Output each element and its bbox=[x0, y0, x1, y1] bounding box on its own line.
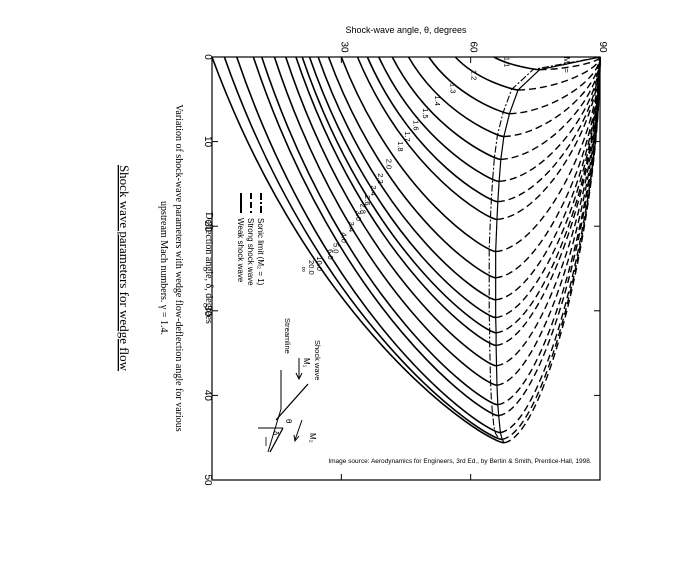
mach-label-1.7: 1.7 bbox=[403, 131, 412, 141]
inset-shock-line bbox=[275, 383, 309, 421]
weak-shock-curve-M1.7 bbox=[366, 56, 498, 203]
mach-label-2.8: 2.8 bbox=[358, 203, 367, 213]
strong-shock-curve-M20.0 bbox=[502, 56, 601, 441]
mach-label-1.2: 1.2 bbox=[469, 70, 478, 80]
strong-shock-curve-M2.8 bbox=[496, 56, 601, 334]
legend-label-weak: Weak shock wave bbox=[236, 218, 245, 283]
mach-label-1.8: 1.8 bbox=[396, 141, 405, 151]
max-deflection-locus bbox=[495, 56, 601, 444]
weak-shock-curve-M4.0 bbox=[273, 56, 498, 387]
mach-label-2.4: 2.4 bbox=[369, 185, 378, 195]
mach-label-2.0: 2.0 bbox=[385, 159, 394, 169]
mach-label-4.0: 4.0 bbox=[340, 232, 349, 242]
mach-label-2.6: 2.6 bbox=[363, 195, 372, 205]
x-tick-label-3: 30 bbox=[202, 305, 213, 317]
mach-label-2.2: 2.2 bbox=[376, 173, 385, 183]
legend-label-strong: Strong shock wave bbox=[246, 218, 255, 286]
x-axis-title: Deflection angle, δ, degrees bbox=[203, 212, 214, 324]
figure-caption-line1: Variation of shock-wave parameters with … bbox=[173, 104, 184, 431]
weak-shock-curve-M2.2 bbox=[327, 56, 496, 279]
weak-shock-curve-M2.6 bbox=[308, 56, 496, 319]
y-tick-label-1: 30 bbox=[338, 41, 349, 53]
x-tick-label-0: 0 bbox=[202, 54, 213, 60]
weak-shock-curve-M3.4 bbox=[284, 56, 497, 367]
weak-shock-curve-M20.0 bbox=[223, 56, 503, 441]
inset-label-m2: M₂ bbox=[308, 433, 317, 443]
plot-frame bbox=[211, 56, 601, 481]
mach-label-3.0: 3.0 bbox=[354, 210, 363, 220]
strong-shock-curve-M1.1 bbox=[539, 56, 601, 71]
image-source-note: Image source: Aerodynamics for Engineers… bbox=[328, 458, 592, 465]
strong-shock-curve-M1.3 bbox=[509, 56, 601, 115]
inset-label-theta: θ bbox=[284, 419, 293, 424]
inset-label-m1: M₁ bbox=[302, 358, 311, 368]
weak-shock-curve-M2.4 bbox=[317, 56, 496, 301]
mach-label-10.0: 10.0 bbox=[315, 256, 324, 271]
inset-arrowhead-m1 bbox=[295, 372, 303, 381]
y-tick-label-2: 60 bbox=[468, 41, 479, 53]
mach-label-prefix: M₁ = bbox=[562, 57, 571, 74]
weak-shock-curve-M1.3 bbox=[428, 56, 510, 115]
inset-label-shock-wave: Shock wave bbox=[313, 340, 322, 380]
x-tick-label-4: 40 bbox=[202, 390, 213, 402]
mach-label-1.6: 1.6 bbox=[411, 120, 420, 130]
mach-label-20.0: 20.0 bbox=[307, 260, 316, 275]
strong-shock-curve-M4.0 bbox=[496, 56, 601, 386]
weak-shock-curve-M1.1 bbox=[493, 56, 540, 71]
inset-label-delta: δ bbox=[271, 431, 280, 436]
legend-label-sonic: Sonic limit (M₂ = 1) bbox=[256, 218, 265, 286]
x-tick-label-5: 50 bbox=[202, 474, 213, 486]
x-tick-label-1: 10 bbox=[202, 136, 213, 148]
inset-diagram: Shock wave Streamline M₁ M₂ θ δ bbox=[258, 318, 322, 453]
sonic-limit-curve bbox=[488, 56, 601, 438]
mach-label-5.0: 5.0 bbox=[331, 243, 340, 253]
weak-shock-curve-M6.0 bbox=[252, 56, 499, 417]
strong-shock-curve-M1.6 bbox=[499, 56, 601, 183]
legend: Weak shock wave Strong shock wave Sonic … bbox=[236, 193, 265, 286]
inset-wedge-surface bbox=[269, 427, 284, 453]
weak-shock-curve-M1.2 bbox=[454, 56, 519, 91]
strong-shock-curve-M1.2 bbox=[518, 56, 601, 91]
y-axis-title: Shock-wave angle, θ, degrees bbox=[345, 25, 467, 35]
inset-arrow-m2 bbox=[294, 419, 303, 441]
mach-label-1.4: 1.4 bbox=[433, 96, 442, 106]
mach-label-1.3: 1.3 bbox=[449, 83, 458, 93]
y-tick-label-3: 90 bbox=[597, 41, 608, 53]
strong-shock-curve-M∞ bbox=[504, 56, 601, 444]
weak-shock-curve-M2.8 bbox=[301, 56, 497, 334]
mach-label-∞: ∞ bbox=[300, 266, 309, 271]
weak-shock-curve-M2.0 bbox=[340, 56, 496, 253]
mach-label-1.1: 1.1 bbox=[503, 57, 512, 67]
weak-shock-curve-M∞ bbox=[211, 56, 505, 444]
strong-shock-curve-M1.5 bbox=[500, 56, 601, 161]
page-title: Shock wave parameters for wedge flow bbox=[117, 165, 132, 372]
strong-shock-curve-M1.4 bbox=[503, 56, 601, 138]
strong-shock-curve-M1.8 bbox=[496, 56, 601, 221]
mach-label-3.4: 3.4 bbox=[347, 222, 356, 232]
inset-label-streamline: Streamline bbox=[283, 318, 292, 354]
weak-shock-curve-M10.0 bbox=[235, 56, 501, 434]
mach-label-1.5: 1.5 bbox=[421, 108, 430, 118]
strong-shock-curve-M3.4 bbox=[496, 56, 601, 367]
strong-shock-curve-M2.2 bbox=[495, 56, 601, 279]
mach-label-6.0: 6.0 bbox=[326, 249, 335, 259]
x-tick-label-2: 20 bbox=[202, 221, 213, 233]
weak-shock-curve-M1.5 bbox=[391, 56, 501, 161]
weak-shock-curve-M1.6 bbox=[378, 56, 500, 183]
weak-shock-curve-M5.0 bbox=[260, 56, 498, 406]
inset-arrowhead-m2 bbox=[293, 434, 300, 443]
figure-caption-line2: upstream Mach numbers. γ = 1.4. bbox=[158, 201, 169, 335]
weak-shock-curve-M3.0 bbox=[295, 56, 497, 347]
weak-shock-curve-M1.4 bbox=[407, 56, 504, 138]
